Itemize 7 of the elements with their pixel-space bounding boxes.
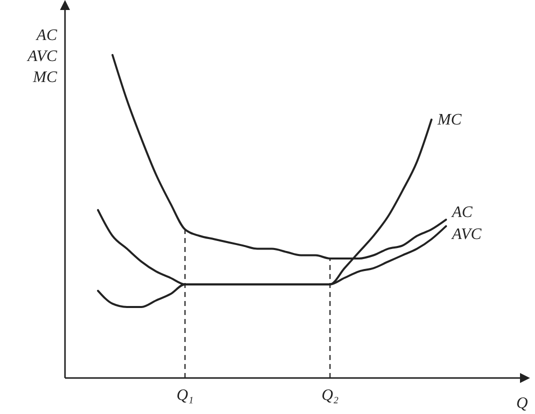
series-label: MC — [436, 112, 462, 129]
series-label: AVC — [451, 226, 482, 243]
x-tick-label: Q₁ — [176, 387, 194, 404]
x-axis-title: Q — [516, 395, 528, 412]
y-axis-title: AC AVC MC — [26, 27, 58, 86]
x-tick-label: Q₂ — [321, 387, 339, 404]
series-label: AC — [451, 204, 473, 221]
